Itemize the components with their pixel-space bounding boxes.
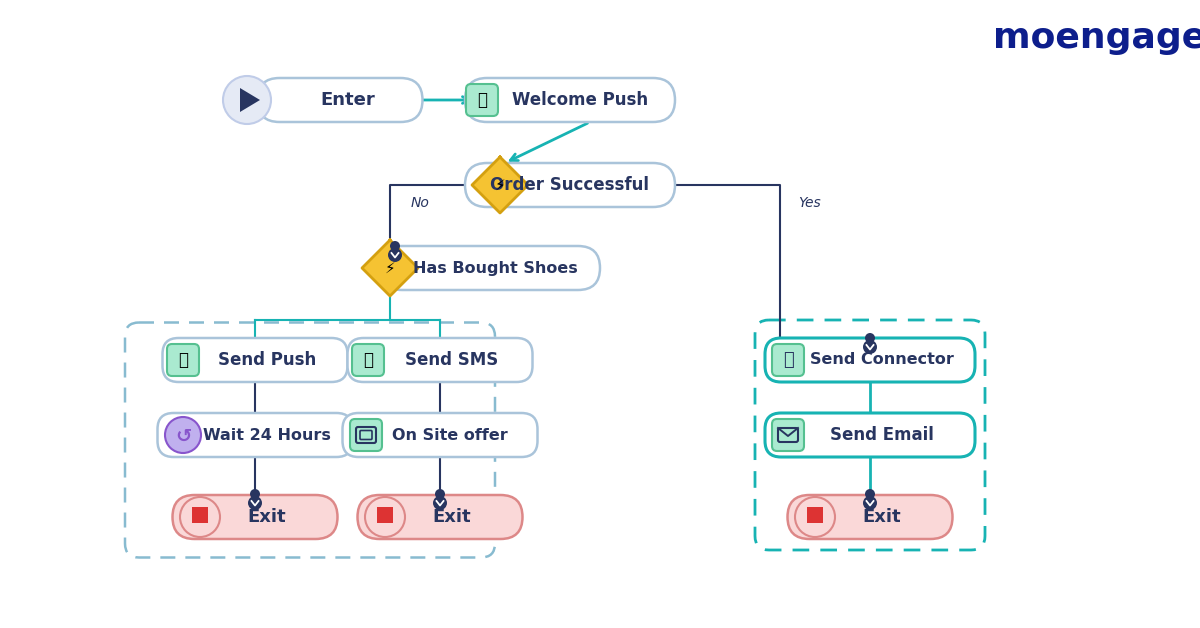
- Polygon shape: [362, 240, 418, 296]
- Polygon shape: [240, 88, 260, 112]
- FancyBboxPatch shape: [787, 495, 953, 539]
- FancyBboxPatch shape: [772, 419, 804, 451]
- FancyBboxPatch shape: [167, 344, 199, 376]
- Text: Send SMS: Send SMS: [406, 351, 499, 369]
- FancyBboxPatch shape: [157, 413, 353, 457]
- Text: 📱: 📱: [178, 351, 188, 369]
- FancyBboxPatch shape: [258, 78, 422, 122]
- FancyBboxPatch shape: [358, 495, 522, 539]
- Text: moengage: moengage: [994, 21, 1200, 55]
- Text: ⚡: ⚡: [494, 178, 505, 193]
- Polygon shape: [472, 157, 528, 213]
- Text: ⚡: ⚡: [385, 261, 395, 276]
- Circle shape: [796, 497, 835, 537]
- Text: No: No: [410, 196, 430, 210]
- FancyBboxPatch shape: [162, 338, 348, 382]
- Text: Yes: Yes: [798, 196, 821, 210]
- Circle shape: [223, 76, 271, 124]
- FancyBboxPatch shape: [766, 413, 974, 457]
- Text: Enter: Enter: [320, 91, 376, 109]
- Text: Send Push: Send Push: [218, 351, 316, 369]
- FancyBboxPatch shape: [466, 78, 674, 122]
- Text: Wait 24 Hours: Wait 24 Hours: [203, 428, 331, 443]
- FancyBboxPatch shape: [766, 338, 974, 382]
- Circle shape: [863, 340, 877, 354]
- Text: Order Successful: Order Successful: [491, 176, 649, 194]
- FancyBboxPatch shape: [380, 246, 600, 290]
- Circle shape: [436, 489, 445, 499]
- Bar: [377, 507, 394, 523]
- Text: Send Email: Send Email: [830, 426, 934, 444]
- Text: ⑁: ⑁: [782, 351, 793, 369]
- Text: 📱: 📱: [478, 91, 487, 109]
- Circle shape: [388, 248, 402, 262]
- Circle shape: [180, 497, 220, 537]
- Circle shape: [865, 333, 875, 343]
- Bar: [808, 507, 823, 523]
- FancyBboxPatch shape: [350, 419, 382, 451]
- FancyBboxPatch shape: [342, 413, 538, 457]
- Text: Has Bought Shoes: Has Bought Shoes: [413, 261, 577, 276]
- Circle shape: [865, 489, 875, 499]
- Text: On Site offer: On Site offer: [392, 428, 508, 443]
- FancyBboxPatch shape: [348, 338, 533, 382]
- Circle shape: [433, 496, 446, 510]
- Text: ↺: ↺: [175, 426, 191, 445]
- FancyBboxPatch shape: [466, 163, 674, 207]
- Bar: [192, 507, 208, 523]
- Circle shape: [166, 417, 202, 453]
- FancyBboxPatch shape: [173, 495, 337, 539]
- Circle shape: [365, 497, 406, 537]
- Circle shape: [390, 241, 400, 251]
- Text: Exit: Exit: [863, 508, 901, 526]
- Circle shape: [248, 496, 262, 510]
- Circle shape: [863, 496, 877, 510]
- Text: Welcome Push: Welcome Push: [512, 91, 648, 109]
- Text: Exit: Exit: [433, 508, 472, 526]
- FancyBboxPatch shape: [772, 344, 804, 376]
- Text: Exit: Exit: [247, 508, 287, 526]
- Circle shape: [250, 489, 260, 499]
- Text: Send Connector: Send Connector: [810, 352, 954, 367]
- Text: 📱: 📱: [364, 351, 373, 369]
- FancyBboxPatch shape: [352, 344, 384, 376]
- FancyBboxPatch shape: [466, 84, 498, 116]
